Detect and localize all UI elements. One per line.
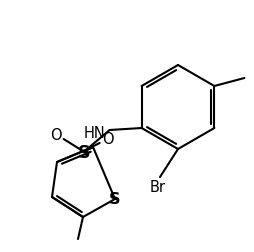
Text: S: S — [109, 192, 121, 207]
Text: O: O — [50, 127, 61, 142]
Text: O: O — [102, 131, 114, 146]
Text: S: S — [77, 143, 90, 161]
Text: HN: HN — [84, 125, 106, 140]
Text: Br: Br — [150, 180, 166, 195]
